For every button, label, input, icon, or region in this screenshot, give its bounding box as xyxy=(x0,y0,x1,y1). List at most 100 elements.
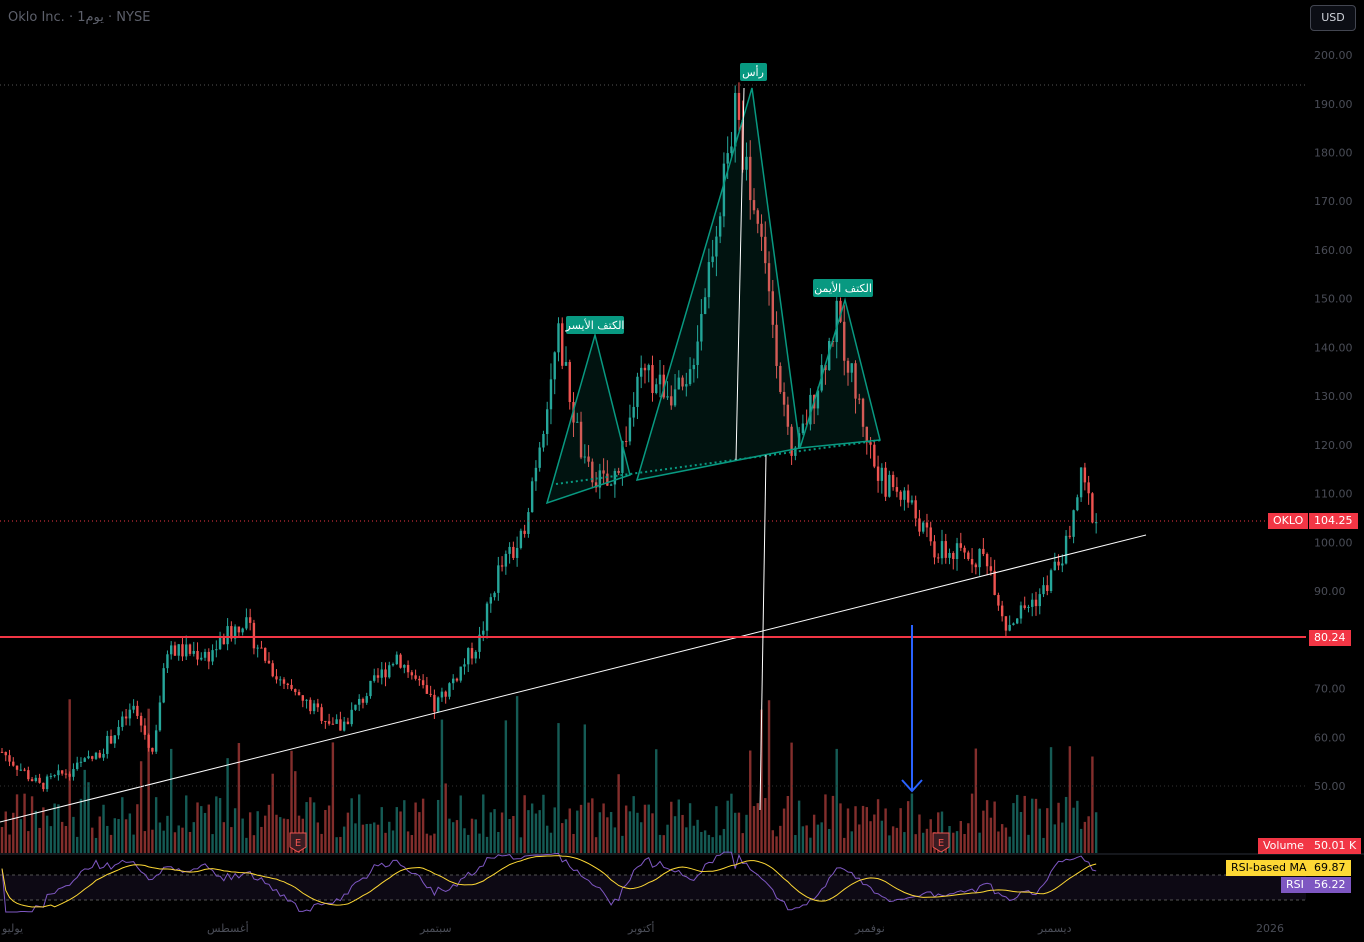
volume-bar xyxy=(38,827,41,853)
candle-body xyxy=(786,404,790,427)
volume-bar xyxy=(286,819,289,853)
volume-bar xyxy=(12,812,15,853)
volume-bar xyxy=(839,803,842,853)
candle-body xyxy=(624,440,628,442)
uptrend-line[interactable] xyxy=(0,534,1147,823)
head-shape[interactable] xyxy=(635,87,801,481)
volume-bar xyxy=(730,793,733,853)
volume-bar xyxy=(49,826,53,853)
left-shoulder-label: الكتف الأيسر xyxy=(565,318,625,332)
candle-body xyxy=(606,473,609,486)
volume-bar xyxy=(83,769,86,853)
volume-bar xyxy=(485,836,489,853)
volume-bar xyxy=(245,837,248,853)
time-axis[interactable]: يوليو أغسطس سبتمبر أكتوبر نوفمبر ديسمبر 2026 xyxy=(1,921,1284,935)
price-axis-tick-label: 120.00 xyxy=(1314,439,1353,452)
candle-body xyxy=(237,626,241,633)
volume-bar xyxy=(515,696,519,853)
candle-body xyxy=(500,565,504,567)
candle-body xyxy=(124,716,128,719)
volume-bar xyxy=(425,833,429,853)
candle-body xyxy=(38,777,41,783)
candle-body xyxy=(320,707,323,721)
candle-body xyxy=(621,440,624,473)
head-vertical-line[interactable] xyxy=(735,87,745,461)
candle-body xyxy=(515,547,519,558)
volume-bar xyxy=(1023,795,1026,853)
volume-bar xyxy=(700,831,703,853)
candle-body xyxy=(737,92,741,120)
volume-bar xyxy=(906,801,910,853)
volume-bar xyxy=(215,796,218,853)
volume-bar xyxy=(124,819,128,853)
volume-bar xyxy=(978,832,981,853)
candle-body xyxy=(166,654,169,669)
volume-bar xyxy=(681,814,684,853)
volume-bar xyxy=(963,833,966,853)
candle-body xyxy=(903,490,906,500)
candle-body xyxy=(1057,561,1060,566)
right-shoulder-shape[interactable] xyxy=(798,297,881,449)
volume-bar xyxy=(399,811,402,853)
candle-body xyxy=(403,664,406,668)
candle-body xyxy=(218,636,222,650)
rsi-pane[interactable] xyxy=(0,851,1364,913)
volume-bar xyxy=(854,806,857,853)
volume-bar xyxy=(888,835,891,853)
volume-bar xyxy=(828,828,831,853)
candle-body xyxy=(519,530,523,548)
volume-bar xyxy=(27,831,30,853)
candle-body xyxy=(843,321,846,361)
projection-line[interactable] xyxy=(759,454,767,811)
candle-body xyxy=(677,377,680,390)
candle-body xyxy=(662,374,665,398)
volume-bar xyxy=(312,802,316,853)
volume-bar xyxy=(843,837,846,853)
price-axis[interactable]: 50.0060.0070.0080.0090.00100.00110.00120… xyxy=(1314,49,1353,793)
candle-body xyxy=(346,721,350,725)
volume-bar xyxy=(414,802,417,853)
candle-body xyxy=(899,491,902,500)
candle-body xyxy=(718,216,722,237)
volume-bar xyxy=(403,800,406,853)
volume-bar xyxy=(369,823,372,853)
candle-body xyxy=(850,363,853,373)
candle-body xyxy=(940,541,944,559)
volume-bar xyxy=(87,782,90,853)
candle-body xyxy=(342,721,346,731)
volume-bar xyxy=(519,837,523,853)
volume-bar xyxy=(711,837,714,853)
currency-button[interactable]: USD xyxy=(1310,5,1356,31)
volume-bar xyxy=(252,835,256,853)
left-shoulder-shape[interactable] xyxy=(545,332,631,505)
volume-badge-value: 50.01 K xyxy=(1309,838,1362,854)
volume-bar xyxy=(271,773,274,853)
time-axis-tick-label: أغسطس xyxy=(207,921,249,935)
candle-body xyxy=(4,752,7,756)
volume-bar xyxy=(384,832,387,853)
volume-bar xyxy=(467,834,470,853)
earnings-marker[interactable]: E xyxy=(289,832,307,853)
candle-body xyxy=(102,753,105,758)
volume-bar xyxy=(640,822,643,853)
volume-bar xyxy=(350,798,353,853)
candle-body xyxy=(8,755,11,762)
candle-body xyxy=(700,314,703,342)
candle-body xyxy=(1076,497,1079,511)
volume-bar xyxy=(260,826,263,853)
volume-bar xyxy=(339,836,342,853)
candle-body xyxy=(72,769,75,777)
candle-body xyxy=(358,698,361,705)
volume-bar xyxy=(707,834,711,853)
volume-bar xyxy=(530,803,534,853)
volume-bar xyxy=(572,833,575,853)
price-axis-tick-label: 160.00 xyxy=(1314,244,1353,257)
candle-body xyxy=(865,426,868,443)
volume-bar xyxy=(737,812,741,853)
volume-bar xyxy=(779,825,782,853)
earnings-marker-2[interactable]: E xyxy=(932,832,950,853)
price-axis-tick-label: 60.00 xyxy=(1314,731,1346,744)
candle-body xyxy=(267,660,271,664)
drawings[interactable]: الكتف الأيسر رأس الكتف الأيمن E E xyxy=(0,63,1306,853)
